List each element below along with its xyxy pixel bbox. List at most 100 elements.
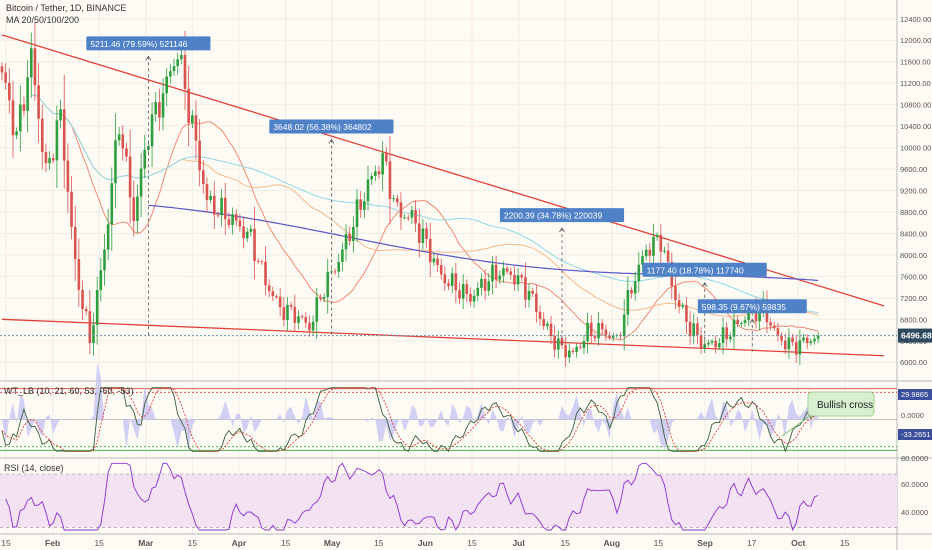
candle[interactable] <box>743 316 747 327</box>
candle[interactable] <box>271 286 275 302</box>
candle[interactable] <box>37 63 40 143</box>
candle[interactable] <box>117 126 121 146</box>
candle[interactable] <box>524 262 527 309</box>
candle[interactable] <box>568 344 571 363</box>
candle[interactable] <box>776 322 780 342</box>
candle[interactable] <box>315 287 319 340</box>
candle[interactable] <box>355 188 359 242</box>
measurement[interactable]: 1177.40 (18.78%) 117740 <box>642 262 767 347</box>
candle[interactable] <box>432 253 436 266</box>
candle[interactable] <box>454 262 458 304</box>
candle[interactable] <box>11 80 15 159</box>
candle[interactable] <box>121 125 125 161</box>
candle[interactable] <box>55 105 59 189</box>
candle[interactable] <box>88 290 92 355</box>
candle[interactable] <box>461 274 465 310</box>
candle[interactable] <box>718 338 721 351</box>
candle[interactable] <box>392 194 395 203</box>
candle[interactable] <box>180 50 183 65</box>
trendlines[interactable] <box>1 34 885 357</box>
candle[interactable] <box>809 338 813 346</box>
candle[interactable] <box>8 68 11 114</box>
candle[interactable] <box>286 297 289 332</box>
candle[interactable] <box>311 315 315 336</box>
candle[interactable] <box>531 287 534 298</box>
candle[interactable] <box>421 219 425 250</box>
candle[interactable] <box>498 270 502 285</box>
candle[interactable] <box>648 242 652 263</box>
candle[interactable] <box>597 312 600 346</box>
candle[interactable] <box>557 330 560 359</box>
candle[interactable] <box>721 317 725 355</box>
candle[interactable] <box>582 334 586 354</box>
candle[interactable] <box>187 65 190 147</box>
lower-trendline[interactable] <box>1 318 885 357</box>
candle[interactable] <box>223 182 227 235</box>
candle[interactable] <box>385 147 388 166</box>
candle[interactable] <box>326 258 330 314</box>
candle[interactable] <box>62 74 66 189</box>
candle[interactable] <box>586 312 589 354</box>
candle[interactable] <box>282 297 286 327</box>
candle[interactable] <box>630 287 633 299</box>
candle[interactable] <box>293 294 297 332</box>
candle[interactable] <box>688 311 692 345</box>
candle[interactable] <box>641 250 644 273</box>
candle[interactable] <box>110 167 114 252</box>
candle[interactable] <box>813 334 816 345</box>
candle[interactable] <box>73 205 77 281</box>
candle[interactable] <box>370 172 373 186</box>
candle[interactable] <box>674 276 677 310</box>
candle[interactable] <box>48 151 51 170</box>
candle[interactable] <box>692 313 696 345</box>
candle[interactable] <box>699 327 703 354</box>
candle[interactable] <box>66 143 70 214</box>
candle[interactable] <box>553 325 556 358</box>
candle[interactable] <box>816 331 820 344</box>
candle[interactable] <box>443 266 447 291</box>
candle[interactable] <box>696 317 699 345</box>
candle[interactable] <box>92 312 95 356</box>
candle[interactable] <box>707 339 710 348</box>
candle[interactable] <box>125 142 128 162</box>
candle[interactable] <box>136 184 139 234</box>
candle[interactable] <box>363 192 366 219</box>
candle[interactable] <box>780 332 783 346</box>
candle[interactable] <box>428 222 432 278</box>
candle[interactable] <box>685 297 688 334</box>
time-axis[interactable]: 15 Feb 15 Mar 15 Apr 15 May 15 Jun 15 Jul 15 Aug 15 Sep… <box>1 538 850 548</box>
candle[interactable] <box>172 58 176 76</box>
candle[interactable] <box>103 233 106 286</box>
candle[interactable] <box>333 268 337 275</box>
candle[interactable] <box>70 176 73 240</box>
candle[interactable] <box>414 200 417 232</box>
candle[interactable] <box>77 238 81 307</box>
candle[interactable] <box>154 92 158 122</box>
candle[interactable] <box>304 312 308 329</box>
candle[interactable] <box>289 301 293 311</box>
candle[interactable] <box>611 332 615 342</box>
measurement[interactable]: 2200.39 (34.78%) 220039 <box>499 208 625 347</box>
candle[interactable] <box>487 273 491 296</box>
candle[interactable] <box>677 293 681 314</box>
candle[interactable] <box>549 316 553 345</box>
upper-trendline[interactable] <box>1 34 885 307</box>
candle[interactable] <box>51 153 55 164</box>
candle[interactable] <box>480 273 483 296</box>
candle[interactable] <box>99 257 103 302</box>
candle[interactable] <box>297 310 300 330</box>
measurement[interactable]: 3648.02 (56.38%) 364802 <box>269 119 394 336</box>
candle[interactable] <box>772 321 776 331</box>
candle[interactable] <box>308 315 311 337</box>
candle[interactable] <box>542 312 545 330</box>
candle[interactable] <box>520 272 524 282</box>
candle[interactable] <box>191 109 194 129</box>
candle[interactable] <box>406 214 410 221</box>
candle[interactable] <box>44 143 48 173</box>
candle[interactable] <box>165 68 168 107</box>
candle[interactable] <box>29 32 33 98</box>
candle[interactable] <box>798 329 802 365</box>
candle[interactable] <box>256 258 260 265</box>
candle[interactable] <box>805 334 809 349</box>
